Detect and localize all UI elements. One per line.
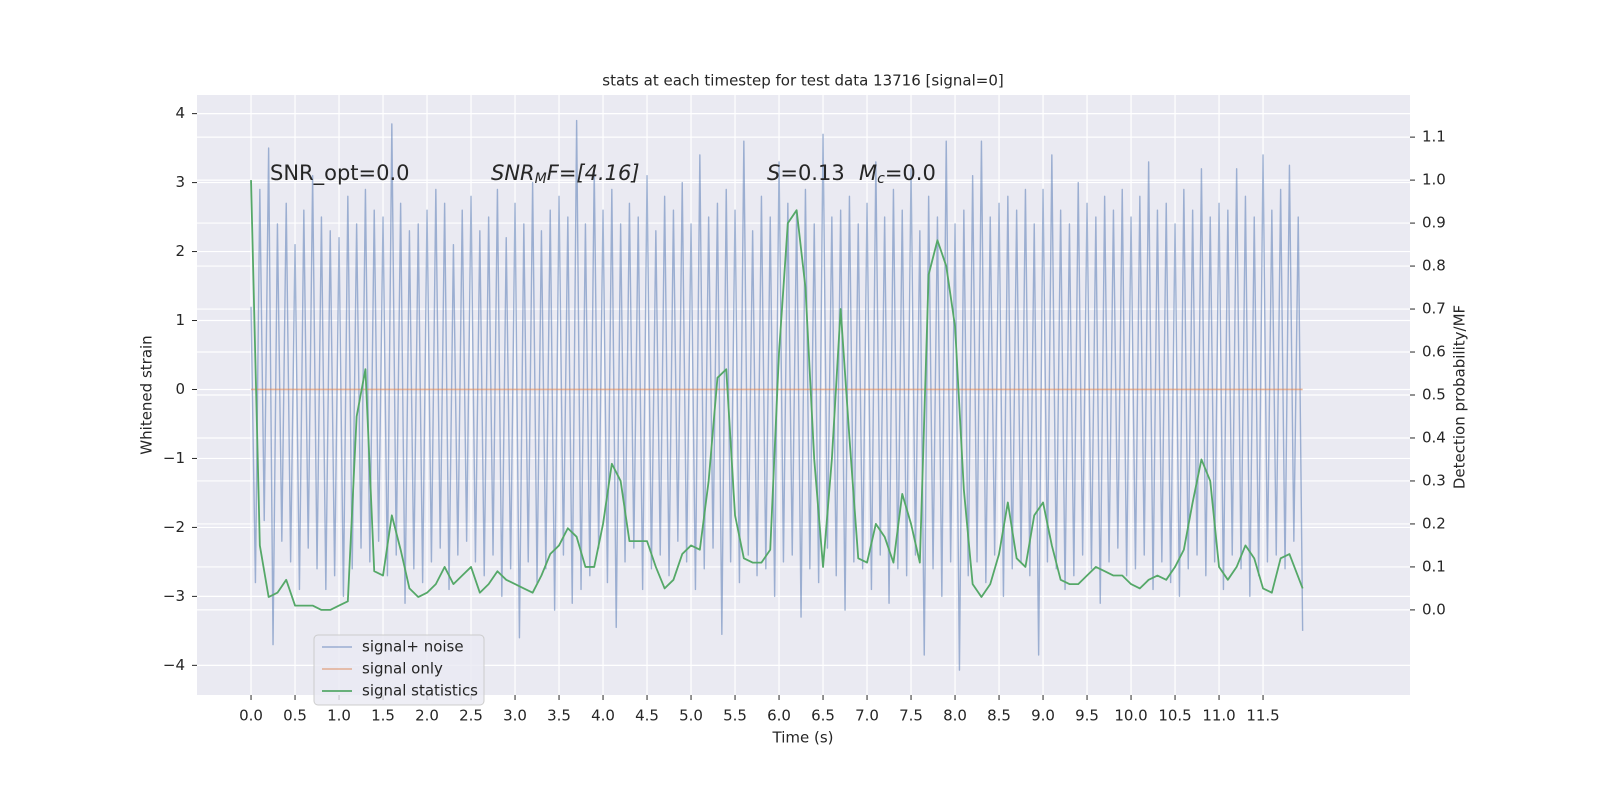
x-axis-label: Time (s) — [772, 729, 834, 747]
annotation: Mc=0.0 — [859, 161, 936, 187]
x-tick-label: 6.0 — [767, 707, 791, 725]
y2-tick-label: 1.1 — [1422, 128, 1446, 146]
legend-box — [313, 634, 485, 706]
x-tick-label: 0.5 — [283, 707, 307, 725]
x-tick-label: 2.5 — [459, 707, 483, 725]
y-tick-label: −1 — [163, 449, 185, 467]
y2-tick-label: 0.9 — [1422, 214, 1446, 232]
annotation: SNR_opt=0.0 — [270, 161, 410, 186]
y-tick-label: 4 — [175, 104, 185, 122]
x-tick-label: 10.0 — [1114, 707, 1147, 725]
y2-tick-label: 0.0 — [1422, 600, 1446, 618]
y2-tick-label: 0.2 — [1422, 514, 1446, 532]
y2-tick-label: 0.3 — [1422, 471, 1446, 489]
y2-tick-label: 0.8 — [1422, 257, 1446, 275]
overlay: SNR_opt=0.0 SNRMF=[4.16] S=0.13 Mc=0.0signa… — [270, 161, 936, 706]
annotation-part: c — [877, 171, 885, 187]
y2-tick-label: 0.6 — [1422, 343, 1446, 361]
y-tick-label: −3 — [163, 587, 185, 605]
x-tick-label: 11.0 — [1202, 707, 1235, 725]
legend-label: signal only — [362, 660, 443, 678]
annotation-part: =0.13 — [780, 161, 844, 185]
y2-tick-label: 0.4 — [1422, 428, 1446, 446]
y2-tick-label: 0.7 — [1422, 300, 1446, 318]
chart-title: stats at each timestep for test data 137… — [602, 72, 1003, 90]
y-tick-label: −2 — [163, 518, 185, 536]
x-tick-label: 1.0 — [327, 707, 351, 725]
annotation-part: =0.0 — [885, 161, 936, 185]
x-tick-label: 10.5 — [1158, 707, 1191, 725]
series-line — [250, 119, 1304, 671]
annotation-part: SNR — [491, 161, 535, 185]
y-tick-label: 1 — [175, 311, 185, 329]
x-tick-label: 0.0 — [239, 707, 263, 725]
x-tick-label: 3.0 — [503, 707, 527, 725]
y2-tick-label: 1.0 — [1422, 171, 1446, 189]
x-tick-label: 8.0 — [943, 707, 967, 725]
annotation-part: S — [767, 161, 780, 185]
x-tick-label: 2.0 — [415, 707, 439, 725]
series-line — [250, 180, 1304, 611]
y-tick-label: 2 — [175, 242, 185, 260]
x-tick-label: 6.5 — [811, 707, 835, 725]
x-tick-label: 5.0 — [679, 707, 703, 725]
x-tick-label: 4.5 — [635, 707, 659, 725]
y2-axis-label: Detection probability/MF — [1451, 305, 1469, 489]
legend-label: signal+ noise — [362, 638, 464, 656]
y-tick-label: 3 — [175, 173, 185, 191]
annotation-part: SNR_opt=0.0 — [270, 161, 410, 186]
annotation-part: M — [859, 161, 877, 185]
x-tick-label: 8.5 — [987, 707, 1011, 725]
y-tick-label: 0 — [175, 380, 185, 398]
annotation: S=0.13 — [767, 161, 845, 185]
y-axis-label: Whitened strain — [138, 335, 156, 454]
x-tick-label: 9.0 — [1031, 707, 1055, 725]
x-tick-label: 4.0 — [591, 707, 615, 725]
x-tick-label: 1.5 — [371, 707, 395, 725]
y2-tick-label: 0.1 — [1422, 557, 1446, 575]
annotation-part: M — [535, 171, 547, 187]
y2-tick-label: 0.5 — [1422, 386, 1446, 404]
y-tick-label: −4 — [163, 656, 185, 674]
x-tick-label: 7.0 — [855, 707, 879, 725]
annotation: SNRMF=[4.16] — [491, 161, 640, 187]
marks — [250, 119, 1304, 671]
x-tick-label: 5.5 — [723, 707, 747, 725]
legend: signal+ noise signal only signal statistic… — [313, 634, 485, 706]
x-tick-label: 11.5 — [1246, 707, 1279, 725]
x-tick-label: 9.5 — [1075, 707, 1099, 725]
annotation-part: F=[4.16] — [547, 161, 640, 185]
legend-label: signal statistics — [362, 682, 478, 700]
x-tick-label: 3.5 — [547, 707, 571, 725]
x-tick-label: 7.5 — [899, 707, 923, 725]
